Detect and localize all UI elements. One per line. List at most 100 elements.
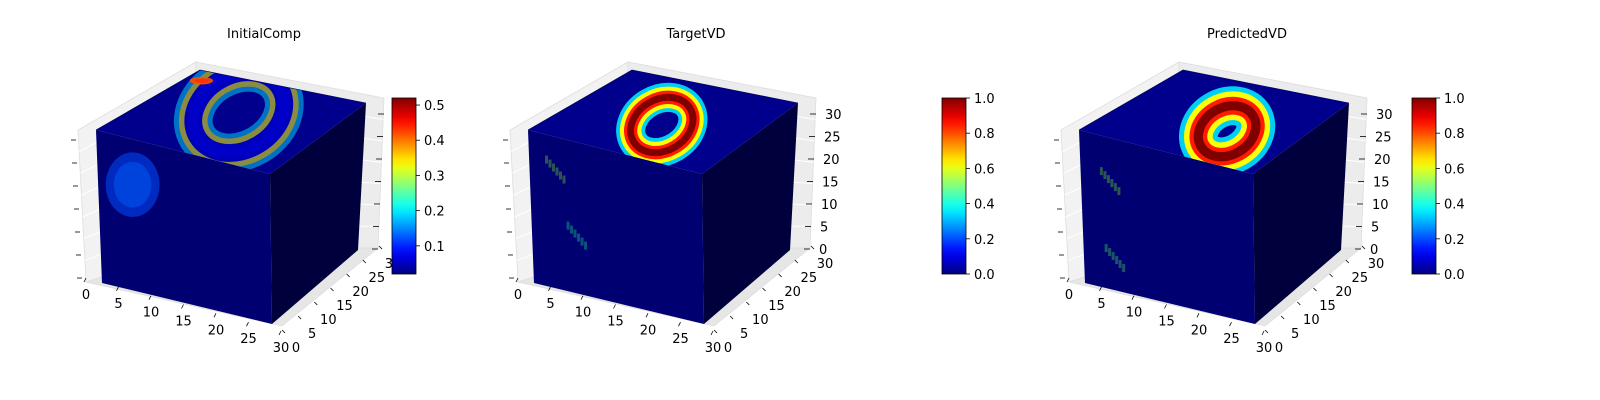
heat-feature — [173, 70, 304, 173]
colorbar-tick-label: 0.0 — [1444, 268, 1465, 283]
z-tick-label: 15 — [822, 176, 839, 191]
x-tick-label: 5 — [114, 297, 122, 312]
voxel-cube — [1078, 69, 1350, 324]
x-tick-label: 25 — [672, 332, 689, 347]
y-tick-label: 15 — [768, 299, 785, 314]
y-tick-label: 20 — [352, 285, 369, 300]
z-tick-label: 30 — [1376, 108, 1393, 123]
colorbar-tick-label: 0.0 — [974, 268, 995, 283]
colorbar-tick-label: 0.2 — [974, 233, 995, 248]
cube-front-face — [1079, 130, 1255, 324]
cube-right-face — [702, 103, 798, 324]
heat-feature — [1099, 167, 1121, 196]
colorbar-gradient — [391, 97, 417, 275]
colorbar-tick-label: 0.3 — [424, 169, 445, 184]
x-tick-label: 25 — [240, 332, 257, 347]
x-tick-label: 15 — [607, 315, 624, 330]
x-tick-label: 0 — [514, 288, 522, 303]
colorbar: 0.1 0.2 0.3 0.4 0.5 — [391, 97, 445, 275]
colorbar-gradient — [941, 97, 967, 275]
y-tick-label: 10 — [752, 313, 769, 328]
z-tick-label: 20 — [823, 153, 840, 168]
colorbar-tick-label: 0.6 — [1444, 162, 1465, 177]
colorbar-tick-label: 0.2 — [424, 205, 445, 220]
heat-feature — [105, 152, 160, 218]
voxel-grid — [1079, 105, 1349, 323]
y-tick-label: 30 — [817, 257, 834, 272]
cube-top-face — [96, 70, 366, 174]
y-tick-label: 0 — [292, 341, 300, 356]
colorbar-tick-label: 0.4 — [1444, 198, 1465, 213]
x-tick-label: 10 — [1126, 306, 1143, 321]
chart-title: InitialComp — [227, 27, 301, 42]
y-tick-label: 20 — [784, 285, 801, 300]
x-tick-label: 20 — [208, 323, 225, 338]
z-tick-label: 30 — [825, 108, 842, 123]
x-tick-label: 5 — [1097, 297, 1105, 312]
voxel-cube — [527, 69, 799, 324]
x-tick-label: 25 — [1223, 332, 1240, 347]
chart-title: TargetVD — [665, 27, 725, 42]
chart-panel-initialcomp: InitialComp0510152025300510152025300.10.… — [71, 27, 445, 356]
colorbar-tick-label: 1.0 — [1444, 92, 1465, 107]
colorbar-tick-label: 0.8 — [1444, 127, 1465, 142]
y-tick-label: 10 — [1303, 313, 1320, 328]
cube-edge — [95, 69, 367, 131]
colorbar-gradient — [1411, 97, 1437, 275]
heat-feature — [616, 82, 708, 168]
y-tick-label: 0 — [1275, 341, 1283, 356]
y-tick-label: 20 — [1335, 285, 1352, 300]
y-tick-label: 5 — [308, 327, 316, 342]
colorbar-tick-label: 0.5 — [424, 99, 445, 114]
y-tick-label: 15 — [1319, 299, 1336, 314]
y-tick-label: 25 — [369, 271, 386, 286]
heat-feature — [545, 155, 566, 184]
x-tick-label: 20 — [640, 323, 657, 338]
heat-feature — [189, 76, 214, 85]
x-tick-label: 5 — [546, 297, 554, 312]
colorbar-tick-label: 0.6 — [974, 162, 995, 177]
colorbar-tick-label: 0.1 — [424, 240, 445, 255]
voxel-cube — [95, 69, 367, 324]
cube-right-face — [270, 103, 366, 324]
voxel-grid — [528, 105, 798, 323]
y-tick-label: 25 — [1352, 271, 1369, 286]
heat-feature — [566, 221, 588, 250]
heat-feature — [1104, 244, 1126, 273]
y-tick-label: 0 — [724, 341, 732, 356]
x-tick-label: 20 — [1191, 323, 1208, 338]
z-tick-label: 0 — [1370, 243, 1378, 258]
x-tick-label: 15 — [175, 315, 192, 330]
z-tick-label: 10 — [821, 198, 838, 213]
colorbar-tick-label: 0.8 — [974, 127, 995, 142]
colorbar: 0.0 0.2 0.4 0.6 0.8 1.0 — [1411, 92, 1465, 283]
colorbar-tick-label: 0.4 — [974, 198, 995, 213]
x-tick-label: 30 — [273, 341, 290, 356]
heat-feature — [1178, 86, 1276, 174]
x-tick-label: 30 — [705, 341, 722, 356]
z-tick-label: 5 — [820, 221, 828, 236]
cube-edge — [527, 69, 799, 131]
y-tick-label: 10 — [320, 313, 337, 328]
y-tick-label: 30 — [1368, 257, 1385, 272]
y-tick-label: 5 — [1291, 327, 1299, 342]
cube-front-face — [528, 130, 704, 324]
cube-top-face — [528, 70, 798, 174]
y-tick-label: 15 — [336, 299, 353, 314]
z-tick-label: 20 — [1374, 153, 1391, 168]
z-tick-label: 5 — [1371, 221, 1379, 236]
z-tick-label: 15 — [1373, 176, 1390, 191]
y-tick-label: 25 — [801, 271, 818, 286]
x-tick-label: 10 — [143, 306, 160, 321]
colorbar-tick-label: 0.4 — [424, 134, 445, 149]
voxel-grid — [96, 105, 366, 323]
colorbar-tick-label: 1.0 — [974, 92, 995, 107]
z-tick-label: 25 — [1375, 131, 1392, 146]
x-tick-label: 30 — [1256, 341, 1273, 356]
